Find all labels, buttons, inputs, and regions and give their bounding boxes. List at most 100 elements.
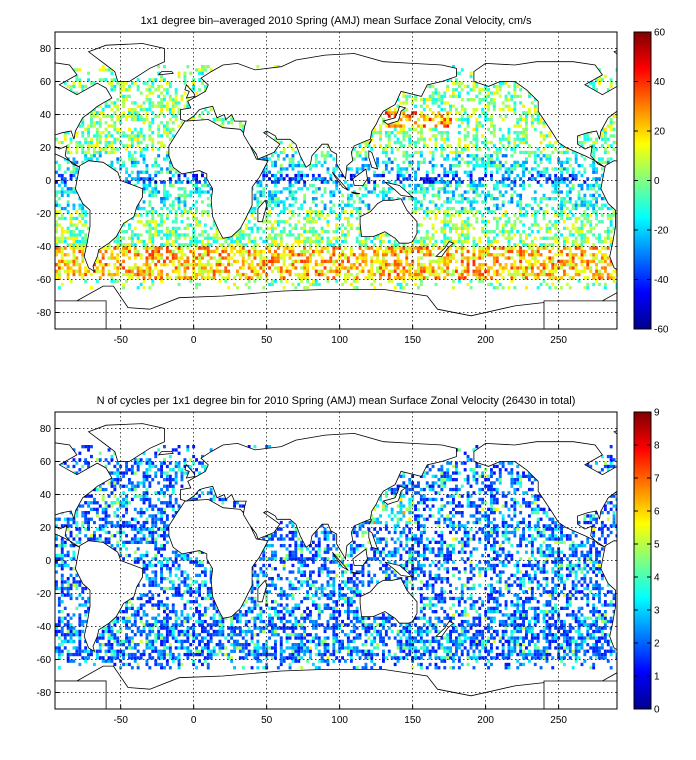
bin-cell [157, 246, 161, 250]
bin-cell [577, 216, 581, 221]
bin-cell [422, 210, 426, 214]
bin-cell [151, 101, 155, 105]
bin-cell [335, 167, 339, 171]
colorbar-tick-label: 0 [654, 176, 660, 187]
bin-cell [300, 233, 304, 237]
bin-cell [484, 160, 488, 164]
bin-cell [583, 210, 587, 214]
bin-cell [352, 266, 356, 270]
bin-cell [116, 266, 120, 270]
bin-cell [501, 164, 505, 168]
bin-cell [104, 68, 108, 72]
bin-cell [492, 210, 496, 214]
bin-cell [341, 206, 344, 211]
bin-cell [259, 190, 263, 194]
bin-cell [472, 144, 476, 148]
bin-cell [358, 206, 362, 211]
bin-cell [484, 164, 488, 168]
bin-cell [314, 243, 318, 247]
bin-cell [352, 157, 356, 161]
bin-cell [554, 286, 558, 290]
bin-cell [165, 154, 169, 158]
bin-cell [463, 220, 467, 224]
bin-cell [487, 666, 490, 670]
bin-cell [501, 652, 505, 657]
bin-cell [63, 190, 67, 194]
bin-cell [163, 104, 166, 108]
bin-cell [487, 246, 490, 250]
bin-cell [574, 253, 578, 257]
bin-cell [417, 272, 420, 277]
bin-cell [183, 187, 187, 191]
bin-cell [542, 210, 546, 214]
bin-cell [463, 223, 467, 227]
bin-cell [206, 233, 210, 237]
bin-cell [98, 121, 102, 125]
bin-cell [548, 226, 552, 230]
y-tick-label: -20 [37, 209, 52, 220]
bin-cell [75, 239, 79, 244]
bin-cell [583, 137, 587, 141]
bin-cell [128, 88, 131, 92]
bin-cell [402, 177, 406, 181]
bin-cell [425, 170, 429, 174]
bin-cell [268, 249, 271, 254]
bin-cell [341, 173, 344, 178]
bin-cell [481, 220, 485, 224]
bin-cell [490, 114, 493, 118]
bin-cell [136, 272, 140, 277]
bin-cell [139, 206, 143, 211]
bin-cell [297, 187, 301, 191]
bin-cell [565, 239, 569, 244]
bin-cell [171, 107, 175, 112]
bin-cell [571, 170, 575, 174]
bin-cell [55, 190, 58, 194]
bin-cell [311, 230, 315, 234]
bin-cell [513, 276, 517, 280]
bin-cell [603, 246, 607, 250]
bin-cell [393, 140, 397, 145]
bin-cell [349, 203, 353, 207]
bin-cell [598, 177, 601, 181]
bin-cell [606, 213, 610, 217]
bin-cell [75, 68, 79, 72]
bin-cell [276, 190, 280, 194]
bin-cell [565, 272, 569, 277]
bin-cell [504, 81, 508, 85]
bin-cell [274, 253, 277, 257]
bin-cell [294, 659, 298, 663]
bin-cell [192, 177, 196, 181]
bin-cell [548, 173, 552, 178]
bin-cell [563, 210, 566, 214]
bin-cell [303, 200, 307, 204]
bin-cell [513, 263, 517, 267]
bin-cell [291, 213, 295, 217]
bin-cell [419, 124, 423, 128]
bin-cell [344, 180, 347, 184]
bin-cell [419, 131, 423, 135]
bin-cell [472, 197, 476, 201]
bin-cell [276, 256, 280, 260]
landmass [543, 300, 617, 329]
bin-cell [288, 263, 292, 267]
bin-cell [230, 117, 234, 122]
bin-cell [122, 246, 125, 250]
bin-cell [446, 183, 450, 188]
bin-cell [501, 656, 505, 660]
bin-cell [145, 256, 149, 260]
bin-cell [174, 236, 178, 240]
bin-cell [536, 249, 540, 254]
bin-cell [285, 220, 289, 224]
bin-cell [528, 170, 531, 174]
bin-cell [274, 220, 277, 224]
bin-cell [75, 223, 79, 227]
bin-cell [428, 266, 432, 270]
bin-cell [355, 259, 359, 263]
bin-cell [457, 213, 461, 217]
bin-cell [455, 246, 458, 250]
bin-cell [600, 157, 604, 161]
bin-cell [402, 134, 406, 138]
bin-cell [130, 114, 134, 118]
bin-cell [487, 272, 490, 277]
bin-cell [606, 233, 610, 237]
